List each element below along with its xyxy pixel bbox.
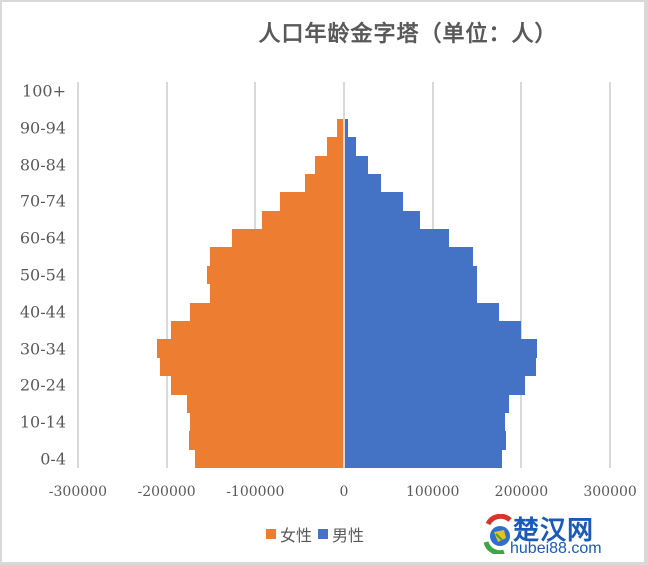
globe-logo-icon: [483, 514, 512, 554]
bar-female-70-74[interactable]: [280, 192, 344, 211]
y-tick-label: 10-14: [19, 412, 66, 432]
bar-female-40-44[interactable]: [190, 302, 344, 322]
y-tick-label: 70-74: [19, 191, 66, 211]
bar-male-10-14[interactable]: [344, 412, 506, 432]
bar-female-45-49[interactable]: [209, 284, 344, 303]
bar-male-25-29[interactable]: [344, 357, 536, 377]
x-tick-label: 100000: [405, 484, 460, 500]
bar-male-75-79[interactable]: [344, 173, 382, 193]
bar-female-5-9[interactable]: [189, 431, 344, 450]
y-tick-label: 100+: [22, 81, 66, 101]
bar-male-50-54[interactable]: [344, 265, 478, 285]
gridline: [609, 82, 612, 468]
bar-female-65-69[interactable]: [261, 210, 344, 230]
x-tick-label: -200000: [137, 484, 196, 500]
gridline: [520, 82, 523, 468]
y-tick-label: 50-54: [19, 265, 66, 285]
bar-male-30-34[interactable]: [344, 339, 538, 358]
bar-female-80-84[interactable]: [314, 155, 344, 175]
bar-male-80-84[interactable]: [344, 155, 368, 175]
bar-female-35-39[interactable]: [171, 320, 344, 340]
bar-female-60-64[interactable]: [232, 229, 344, 248]
bar-male-60-64[interactable]: [344, 229, 449, 248]
y-tick-label: 30-34: [19, 339, 66, 359]
legend-swatch-female: [266, 529, 276, 539]
bar-male-0-4[interactable]: [344, 449, 502, 469]
bar-female-75-79[interactable]: [304, 173, 344, 193]
bar-female-30-34[interactable]: [156, 339, 344, 358]
legend: 女性 男性: [266, 522, 364, 546]
x-tick-label: 300000: [583, 484, 637, 500]
bar-male-40-44[interactable]: [344, 302, 500, 322]
x-tick-label: -300000: [48, 484, 107, 500]
bar-female-15-19[interactable]: [187, 394, 344, 414]
chart-title: 人口年龄金字塔（单位：人）: [258, 21, 558, 47]
bar-female-90-94[interactable]: [336, 118, 344, 138]
bar-male-5-9[interactable]: [344, 431, 507, 450]
bar-female-50-54[interactable]: [207, 265, 344, 285]
bar-female-20-24[interactable]: [171, 376, 344, 395]
x-tick-label: -100000: [226, 484, 285, 500]
bar-male-65-69[interactable]: [344, 210, 421, 230]
bar-male-70-74[interactable]: [344, 192, 403, 211]
bar-male-55-59[interactable]: [344, 247, 473, 267]
center-axis: [343, 82, 345, 468]
x-tick-label: 200000: [494, 484, 549, 500]
gridline: [76, 82, 79, 468]
bar-female-85-89[interactable]: [326, 137, 344, 156]
y-tick-label: 60-64: [19, 228, 66, 248]
legend-label-female: 女性: [280, 526, 313, 545]
bar-male-20-24[interactable]: [344, 376, 525, 395]
bar-male-85-89[interactable]: [344, 137, 357, 156]
bar-female-10-14[interactable]: [190, 412, 344, 432]
watermark: 楚汉网 hubei88.com: [478, 512, 646, 562]
bar-male-35-39[interactable]: [344, 320, 521, 340]
y-tick-label: 20-24: [19, 375, 66, 395]
bar-female-55-59[interactable]: [210, 247, 344, 267]
y-tick-label: 80-84: [19, 155, 66, 175]
bar-male-90-94[interactable]: [344, 118, 348, 138]
watermark-url: hubei88.com: [510, 540, 602, 557]
bar-male-15-19[interactable]: [344, 394, 509, 414]
legend-item-female[interactable]: 女性: [266, 522, 312, 546]
x-tick-label: 0: [339, 484, 349, 500]
y-tick-label: 0-4: [40, 449, 66, 469]
watermark-name: 楚汉网: [513, 516, 595, 546]
legend-label-male: 男性: [332, 526, 365, 545]
bar-female-25-29[interactable]: [159, 357, 344, 377]
bar-female-0-4[interactable]: [194, 449, 344, 469]
legend-item-male[interactable]: 男性: [318, 522, 364, 546]
y-tick-label: 40-44: [19, 302, 66, 322]
y-tick-label: 90-94: [19, 118, 66, 138]
gridline: [165, 82, 168, 468]
bar-male-45-49[interactable]: [344, 284, 478, 303]
legend-swatch-male: [318, 529, 329, 539]
